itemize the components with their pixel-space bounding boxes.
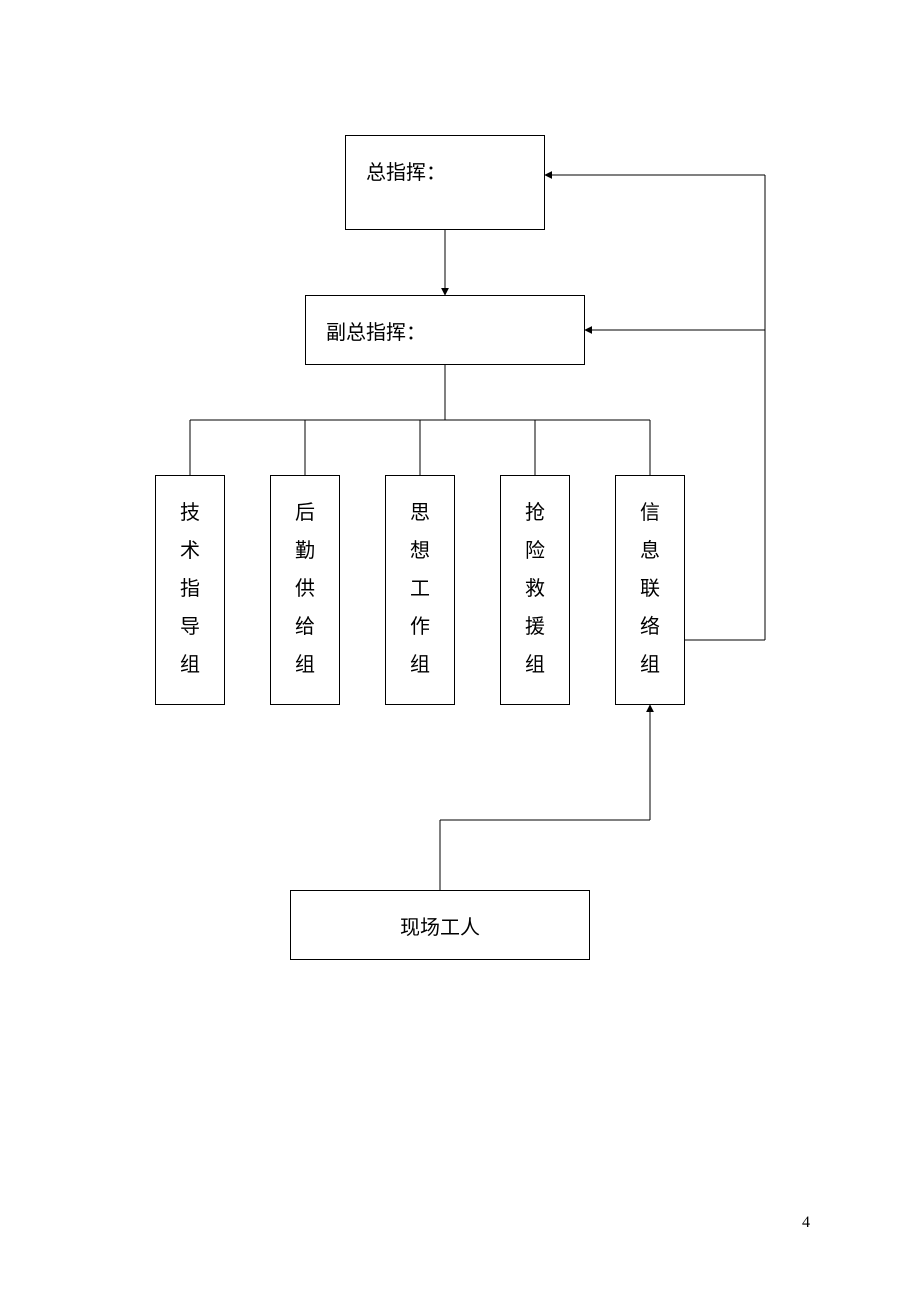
- diagram-canvas: 总指挥： 副总指挥： 技术指导组 后勤供给组 思想工作组 抢险救援组 信息联络组…: [0, 0, 920, 1302]
- node-group-info: 信息联络组: [615, 475, 685, 705]
- node-group-ideology: 思想工作组: [385, 475, 455, 705]
- node-group-rescue: 抢险救援组: [500, 475, 570, 705]
- node-group-rescue-label: 抢险救援组: [501, 494, 569, 684]
- node-commander-label: 总指挥：: [366, 156, 446, 185]
- page-number: 4: [802, 1214, 810, 1232]
- node-workers-label: 现场工人: [400, 911, 480, 940]
- node-workers: 现场工人: [290, 890, 590, 960]
- node-deputy-commander: 副总指挥：: [305, 295, 585, 365]
- node-group-logistics-label: 后勤供给组: [271, 494, 339, 684]
- node-group-info-label: 信息联络组: [616, 494, 684, 684]
- node-group-tech-label: 技术指导组: [156, 494, 224, 684]
- node-group-ideology-label: 思想工作组: [386, 494, 454, 684]
- node-group-tech: 技术指导组: [155, 475, 225, 705]
- node-group-logistics: 后勤供给组: [270, 475, 340, 705]
- node-commander: 总指挥：: [345, 135, 545, 230]
- node-deputy-commander-label: 副总指挥：: [326, 316, 426, 345]
